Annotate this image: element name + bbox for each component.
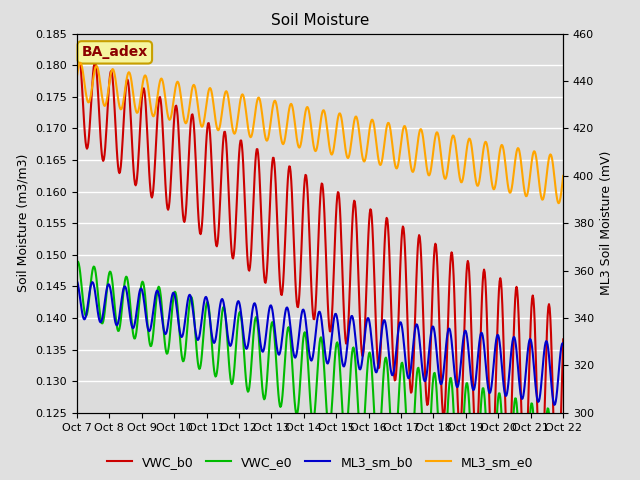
Y-axis label: Soil Moisture (m3/m3): Soil Moisture (m3/m3) — [17, 154, 30, 292]
Legend: VWC_b0, VWC_e0, ML3_sm_b0, ML3_sm_e0: VWC_b0, VWC_e0, ML3_sm_b0, ML3_sm_e0 — [102, 451, 538, 474]
Title: Soil Moisture: Soil Moisture — [271, 13, 369, 28]
Text: BA_adex: BA_adex — [82, 45, 148, 60]
Y-axis label: ML3 Soil Moisture (mV): ML3 Soil Moisture (mV) — [600, 151, 612, 295]
